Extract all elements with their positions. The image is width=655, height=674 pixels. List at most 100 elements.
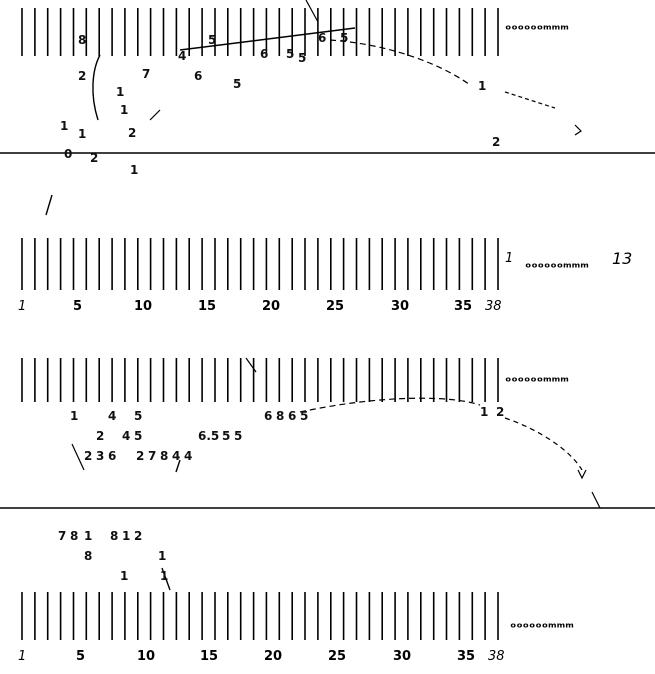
mark: 6	[260, 47, 268, 61]
side-label: 1	[505, 251, 513, 266]
mark: 2	[90, 151, 98, 165]
mark: 5	[134, 429, 142, 443]
scale-label: 15	[198, 299, 216, 314]
mark: 8	[110, 529, 118, 543]
scale-label: 10	[137, 649, 155, 664]
scale-label: 25	[326, 299, 344, 314]
mark: 8	[70, 529, 78, 543]
mark: 1	[130, 163, 138, 177]
mark: 2	[128, 126, 136, 140]
stroke	[71, 443, 85, 471]
scale-label: 5	[76, 649, 85, 664]
scale-label: 20	[262, 299, 280, 314]
scale-label: 38	[488, 649, 505, 664]
mark: 5	[298, 51, 306, 65]
mark: 1	[158, 549, 166, 563]
mark: 0	[64, 147, 72, 161]
strip-glyphs: ᵒᵒᵒᵒᵒᵒᵐᵐᵐ	[510, 621, 574, 636]
mark: 1	[120, 569, 128, 583]
mark: 5	[300, 409, 308, 423]
mark: 1	[478, 79, 486, 93]
mark: 2	[134, 529, 142, 543]
scale-label: 35	[457, 649, 475, 664]
mark: 2	[492, 135, 500, 149]
mark: 8	[160, 449, 168, 463]
mark: 6	[318, 31, 326, 45]
scale-label: 38	[485, 299, 502, 314]
annotations: 8 2 1 5 6 5 4 7 1 6 5 6 5 5 1 2 1 2 1 0	[60, 31, 500, 177]
bottom-bar-strip	[21, 238, 499, 290]
mark: 2	[136, 449, 144, 463]
mark: 5	[134, 409, 142, 423]
mark: 6.5	[198, 429, 219, 443]
dashed-curve	[504, 91, 556, 109]
scale-labels: 1 5 10 15 20 25 30 35 38	[18, 649, 505, 664]
mark: 7	[142, 67, 150, 81]
mark: 4	[108, 409, 116, 423]
scale-label: 35	[454, 299, 472, 314]
dashed-curve	[504, 417, 583, 471]
strip-glyphs: ᵒᵒᵒᵒᵒᵒᵐᵐᵐ	[525, 261, 589, 276]
scale-label: 25	[328, 649, 346, 664]
scale-labels: 1 5 10 15 20 25 30 35 38	[18, 299, 502, 314]
scale-label: 5	[73, 299, 82, 314]
mark: 2	[96, 429, 104, 443]
mark: 8	[84, 549, 92, 563]
mark: 4	[178, 49, 186, 63]
mark: 6	[288, 409, 296, 423]
dashed-curve	[329, 39, 471, 86]
mark: 4	[122, 429, 130, 443]
top-bar-strip	[21, 8, 499, 56]
mark: 4	[184, 449, 192, 463]
mark: 7	[58, 529, 66, 543]
stroke	[179, 27, 356, 51]
mark: 5	[286, 47, 294, 61]
top-bar-strip	[21, 358, 499, 402]
mark: 3	[96, 449, 104, 463]
scale-label: 30	[393, 649, 411, 664]
stroke	[591, 491, 601, 509]
dashed-curve	[299, 397, 481, 413]
mark: 5	[234, 429, 242, 443]
mark: 1	[120, 103, 128, 117]
scale-label: 15	[200, 649, 218, 664]
mark: 5	[340, 31, 348, 45]
mark: 5	[233, 77, 241, 91]
mark: 2	[84, 449, 92, 463]
strip-glyphs: ᵒᵒᵒᵒᵒᵒᵐᵐᵐ	[505, 375, 569, 390]
strip-glyphs: ᵒᵒᵒᵒᵒᵒᵐᵐᵐ	[505, 23, 569, 38]
mark: 5	[208, 33, 216, 47]
mark: 1	[116, 85, 124, 99]
stroke	[245, 357, 257, 373]
mark: 1	[122, 529, 130, 543]
mark: 1	[78, 127, 86, 141]
mark: 6	[194, 69, 202, 83]
bottom-bar-strip	[21, 592, 499, 640]
stroke	[92, 54, 101, 121]
arrow-mark	[574, 124, 582, 136]
stroke	[175, 459, 181, 473]
mark: 1	[60, 119, 68, 133]
mark: 7	[148, 449, 156, 463]
mark: 8	[276, 409, 284, 423]
mark: 6	[264, 409, 272, 423]
mark: 8	[78, 33, 86, 47]
arrow-mark	[577, 469, 587, 480]
mark: 6	[108, 449, 116, 463]
scale-label: 20	[264, 649, 282, 664]
mark: 1	[84, 529, 92, 543]
mark: 2	[78, 69, 86, 83]
mark: 1	[480, 405, 488, 419]
stroke	[45, 194, 53, 216]
scale-label: 30	[391, 299, 409, 314]
scale-label: 1	[18, 649, 26, 664]
side-label: 13	[612, 249, 632, 268]
mark: 4	[172, 449, 180, 463]
stroke	[161, 567, 171, 591]
mark: 2	[496, 405, 504, 419]
scale-label: 10	[134, 299, 152, 314]
annotations: 1 4 5 2 4 5 2 3 6 2 7 8 4 4 6.5 5 5 6 8 …	[58, 405, 504, 583]
stroke	[149, 109, 161, 121]
